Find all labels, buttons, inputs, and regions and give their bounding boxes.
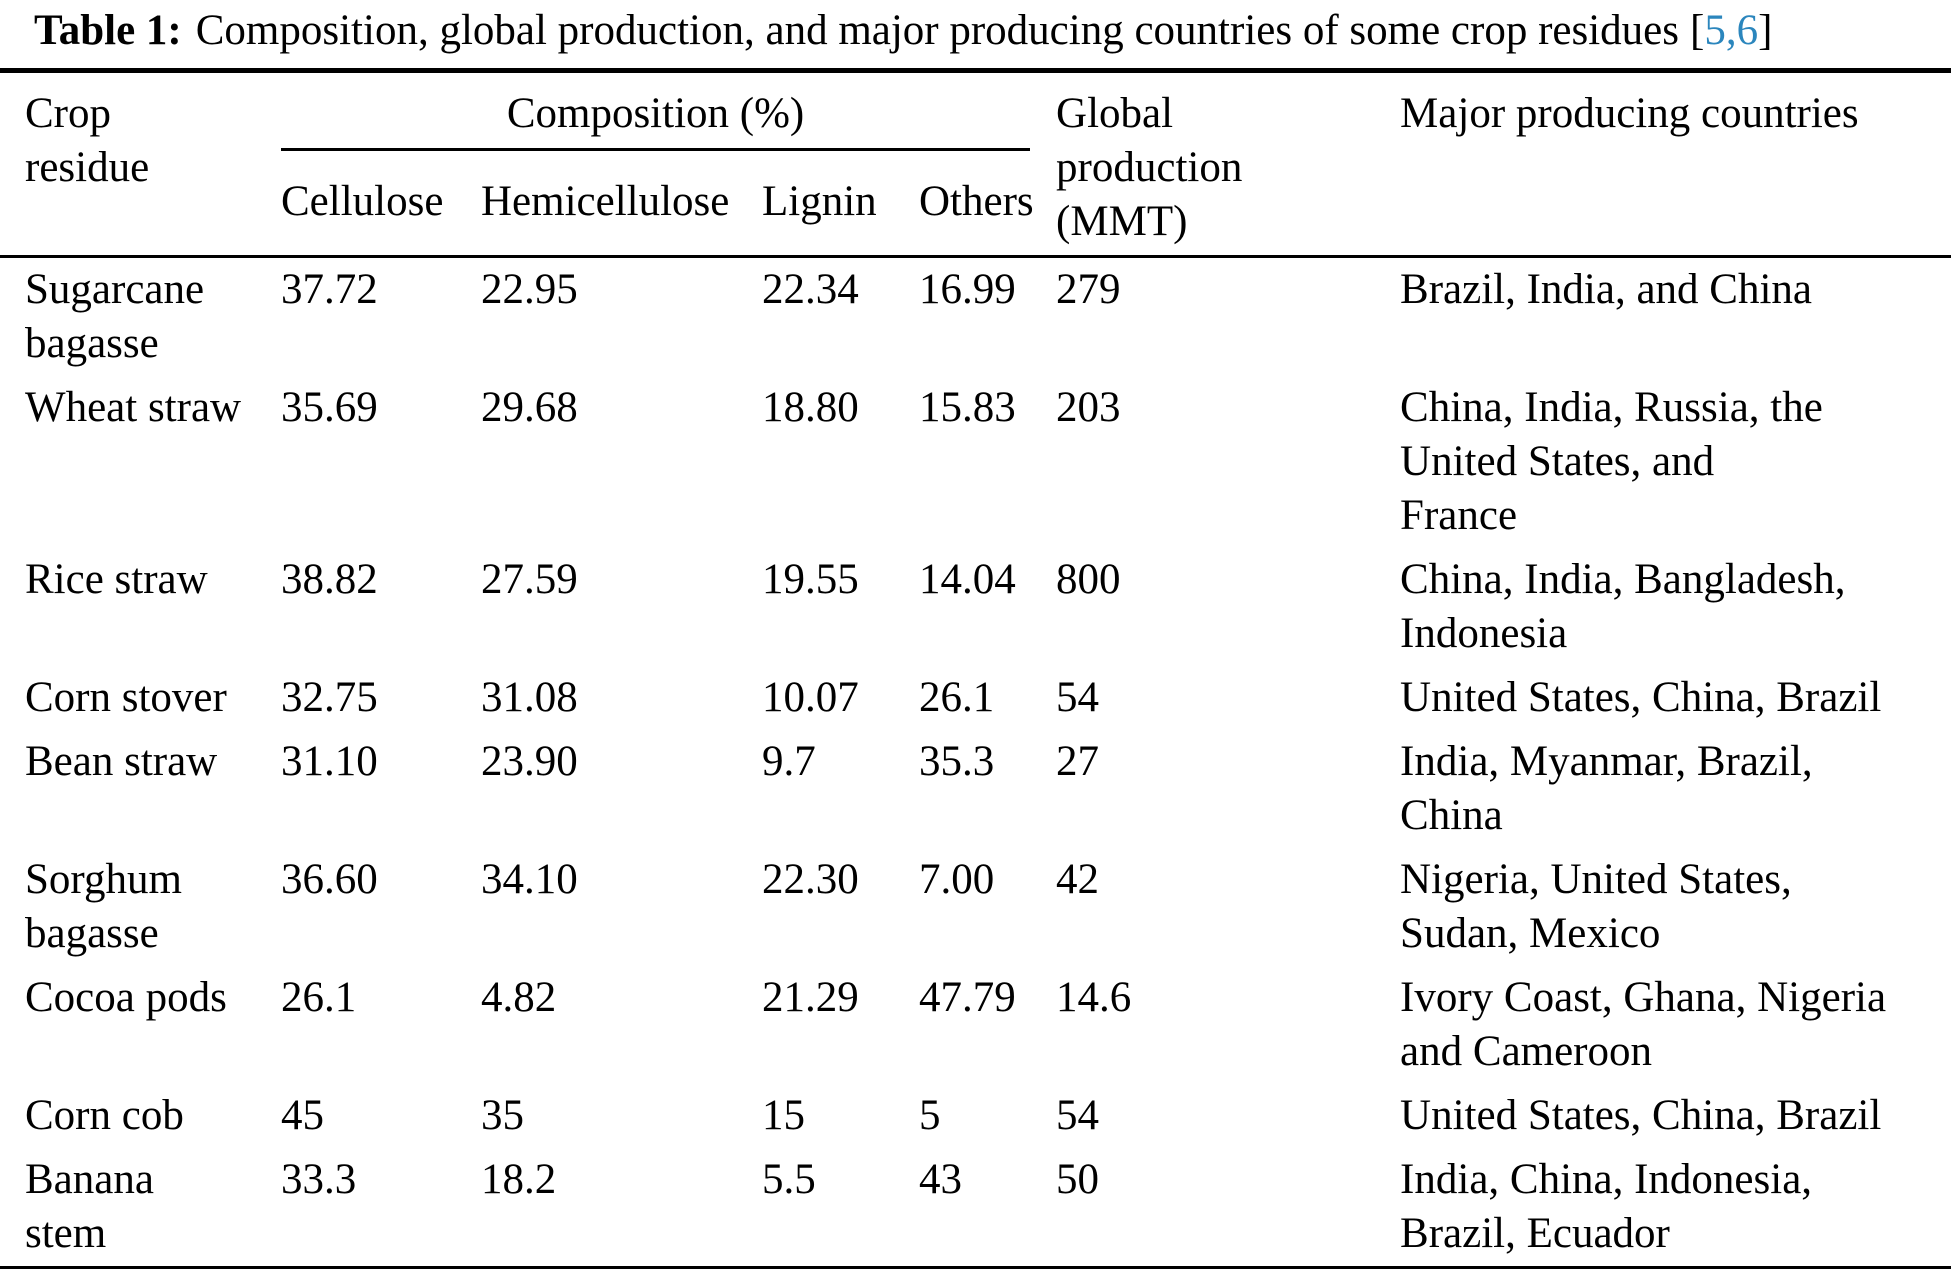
header-crop-residue: Crop residue (25, 90, 150, 191)
countries-cell: Nigeria, United States, Sudan, Mexico (1400, 856, 1792, 957)
others-cell: 47.79 (919, 974, 1016, 1021)
others-cell: 7.00 (919, 856, 995, 903)
crop-residue-cell: Wheat straw (25, 384, 242, 431)
global-production-cell: 800 (1056, 556, 1121, 603)
table-row: Banana stem 33.3 18.2 5.5 43 50 India, C… (0, 1148, 1951, 1268)
others-cell: 26.1 (919, 674, 995, 721)
lignin-cell: 9.7 (762, 738, 816, 785)
global-production-cell: 50 (1056, 1156, 1100, 1203)
table-row: Sorghum bagasse 36.60 34.10 22.30 7.00 4… (0, 848, 1951, 966)
lignin-cell: 21.29 (762, 974, 859, 1021)
header-row-sub: Cellulose Hemicellulose Lignin Others (0, 151, 1951, 257)
global-production-cell: 203 (1056, 384, 1121, 431)
crop-residues-table: Crop residue Composition (%) Global prod… (0, 68, 1951, 1269)
table-row: Rice straw 38.82 27.59 19.55 14.04 800 C… (0, 548, 1951, 666)
crop-residue-cell: Corn stover (25, 674, 227, 721)
global-production-cell: 14.6 (1056, 974, 1132, 1021)
others-cell: 35.3 (919, 738, 995, 785)
table-row: Bean straw 31.10 23.90 9.7 35.3 27 India… (0, 730, 1951, 848)
hemicellulose-cell: 23.90 (481, 738, 578, 785)
countries-cell: Ivory Coast, Ghana, Nigeria and Cameroon (1400, 974, 1887, 1075)
header-row-main: Crop residue Composition (%) Global prod… (0, 71, 1951, 245)
crop-residue-cell: Corn cob (25, 1092, 184, 1139)
table-body: Sugarcane bagasse 37.72 22.95 22.34 16.9… (0, 257, 1951, 1269)
header-major-producing-countries: Major producing countries (1400, 90, 1859, 137)
global-production-cell: 279 (1056, 266, 1121, 313)
citation-bracket-open: [ (1689, 7, 1705, 54)
global-production-cell: 42 (1056, 856, 1100, 903)
lignin-cell: 19.55 (762, 556, 859, 603)
lignin-cell: 18.80 (762, 384, 859, 431)
lignin-cell: 22.30 (762, 856, 859, 903)
cellulose-cell: 33.3 (281, 1156, 357, 1203)
table-row: Cocoa pods 26.1 4.82 21.29 47.79 14.6 Iv… (0, 966, 1951, 1084)
crop-residue-cell: Banana stem (25, 1156, 154, 1257)
countries-cell: China, India, Russia, the United States,… (1400, 384, 1823, 539)
table-caption-text: Composition, global production, and majo… (195, 7, 1679, 54)
hemicellulose-cell: 31.08 (481, 674, 578, 721)
citation-refs[interactable]: 5,6 (1704, 7, 1759, 54)
lignin-cell: 22.34 (762, 266, 859, 313)
others-cell: 14.04 (919, 556, 1016, 603)
header-hemicellulose: Hemicellulose (481, 178, 730, 225)
global-production-cell: 27 (1056, 738, 1100, 785)
table-caption: Table 1: Composition, global production, … (0, 0, 1951, 68)
countries-cell: Brazil, India, and China (1400, 266, 1813, 313)
crop-residue-cell: Sorghum bagasse (25, 856, 182, 957)
header-cellulose: Cellulose (281, 178, 444, 225)
header-composition-group: Composition (%) (281, 71, 1056, 151)
others-cell: 15.83 (919, 384, 1016, 431)
cellulose-cell: 45 (281, 1092, 324, 1139)
hemicellulose-cell: 22.95 (481, 266, 578, 313)
cellulose-cell: 26.1 (281, 974, 357, 1021)
crop-residue-cell: Cocoa pods (25, 974, 227, 1021)
header-others: Others (919, 178, 1034, 225)
others-cell: 43 (919, 1156, 962, 1203)
countries-cell: India, China, Indonesia, Brazil, Ecuador (1400, 1156, 1813, 1257)
hemicellulose-cell: 34.10 (481, 856, 578, 903)
cellulose-cell: 31.10 (281, 738, 378, 785)
cellulose-cell: 35.69 (281, 384, 378, 431)
header-global-production: Global production (MMT) (1056, 90, 1243, 245)
global-production-cell: 54 (1056, 1092, 1100, 1139)
hemicellulose-cell: 35 (481, 1092, 524, 1139)
crop-residue-cell: Rice straw (25, 556, 208, 603)
hemicellulose-cell: 29.68 (481, 384, 578, 431)
countries-cell: United States, China, Brazil (1400, 1092, 1882, 1139)
hemicellulose-cell: 4.82 (481, 974, 557, 1021)
lignin-cell: 10.07 (762, 674, 859, 721)
table-caption-label: Table 1: (34, 7, 182, 54)
header-composition-label: Composition (%) (281, 87, 1031, 151)
cellulose-cell: 32.75 (281, 674, 378, 721)
lignin-cell: 5.5 (762, 1156, 816, 1203)
others-cell: 16.99 (919, 266, 1016, 313)
table-row: Wheat straw 35.69 29.68 18.80 15.83 203 … (0, 376, 1951, 548)
global-production-cell: 54 (1056, 674, 1100, 721)
countries-cell: United States, China, Brazil (1400, 674, 1882, 721)
hemicellulose-cell: 18.2 (481, 1156, 557, 1203)
countries-cell: India, Myanmar, Brazil, China (1400, 738, 1813, 839)
others-cell: 5 (919, 1092, 941, 1139)
crop-residue-cell: Bean straw (25, 738, 218, 785)
header-lignin: Lignin (762, 178, 877, 225)
cellulose-cell: 37.72 (281, 266, 378, 313)
table-row: Sugarcane bagasse 37.72 22.95 22.34 16.9… (0, 257, 1951, 377)
cellulose-cell: 36.60 (281, 856, 378, 903)
citation-bracket-close: ] (1758, 7, 1773, 54)
cellulose-cell: 38.82 (281, 556, 378, 603)
table-header: Crop residue Composition (%) Global prod… (0, 71, 1951, 257)
hemicellulose-cell: 27.59 (481, 556, 578, 603)
table-row: Corn stover 32.75 31.08 10.07 26.1 54 Un… (0, 666, 1951, 730)
lignin-cell: 15 (762, 1092, 805, 1139)
crop-residue-cell: Sugarcane bagasse (25, 266, 205, 367)
table-row: Corn cob 45 35 15 5 54 United States, Ch… (0, 1084, 1951, 1148)
countries-cell: China, India, Bangladesh, Indonesia (1400, 556, 1846, 657)
